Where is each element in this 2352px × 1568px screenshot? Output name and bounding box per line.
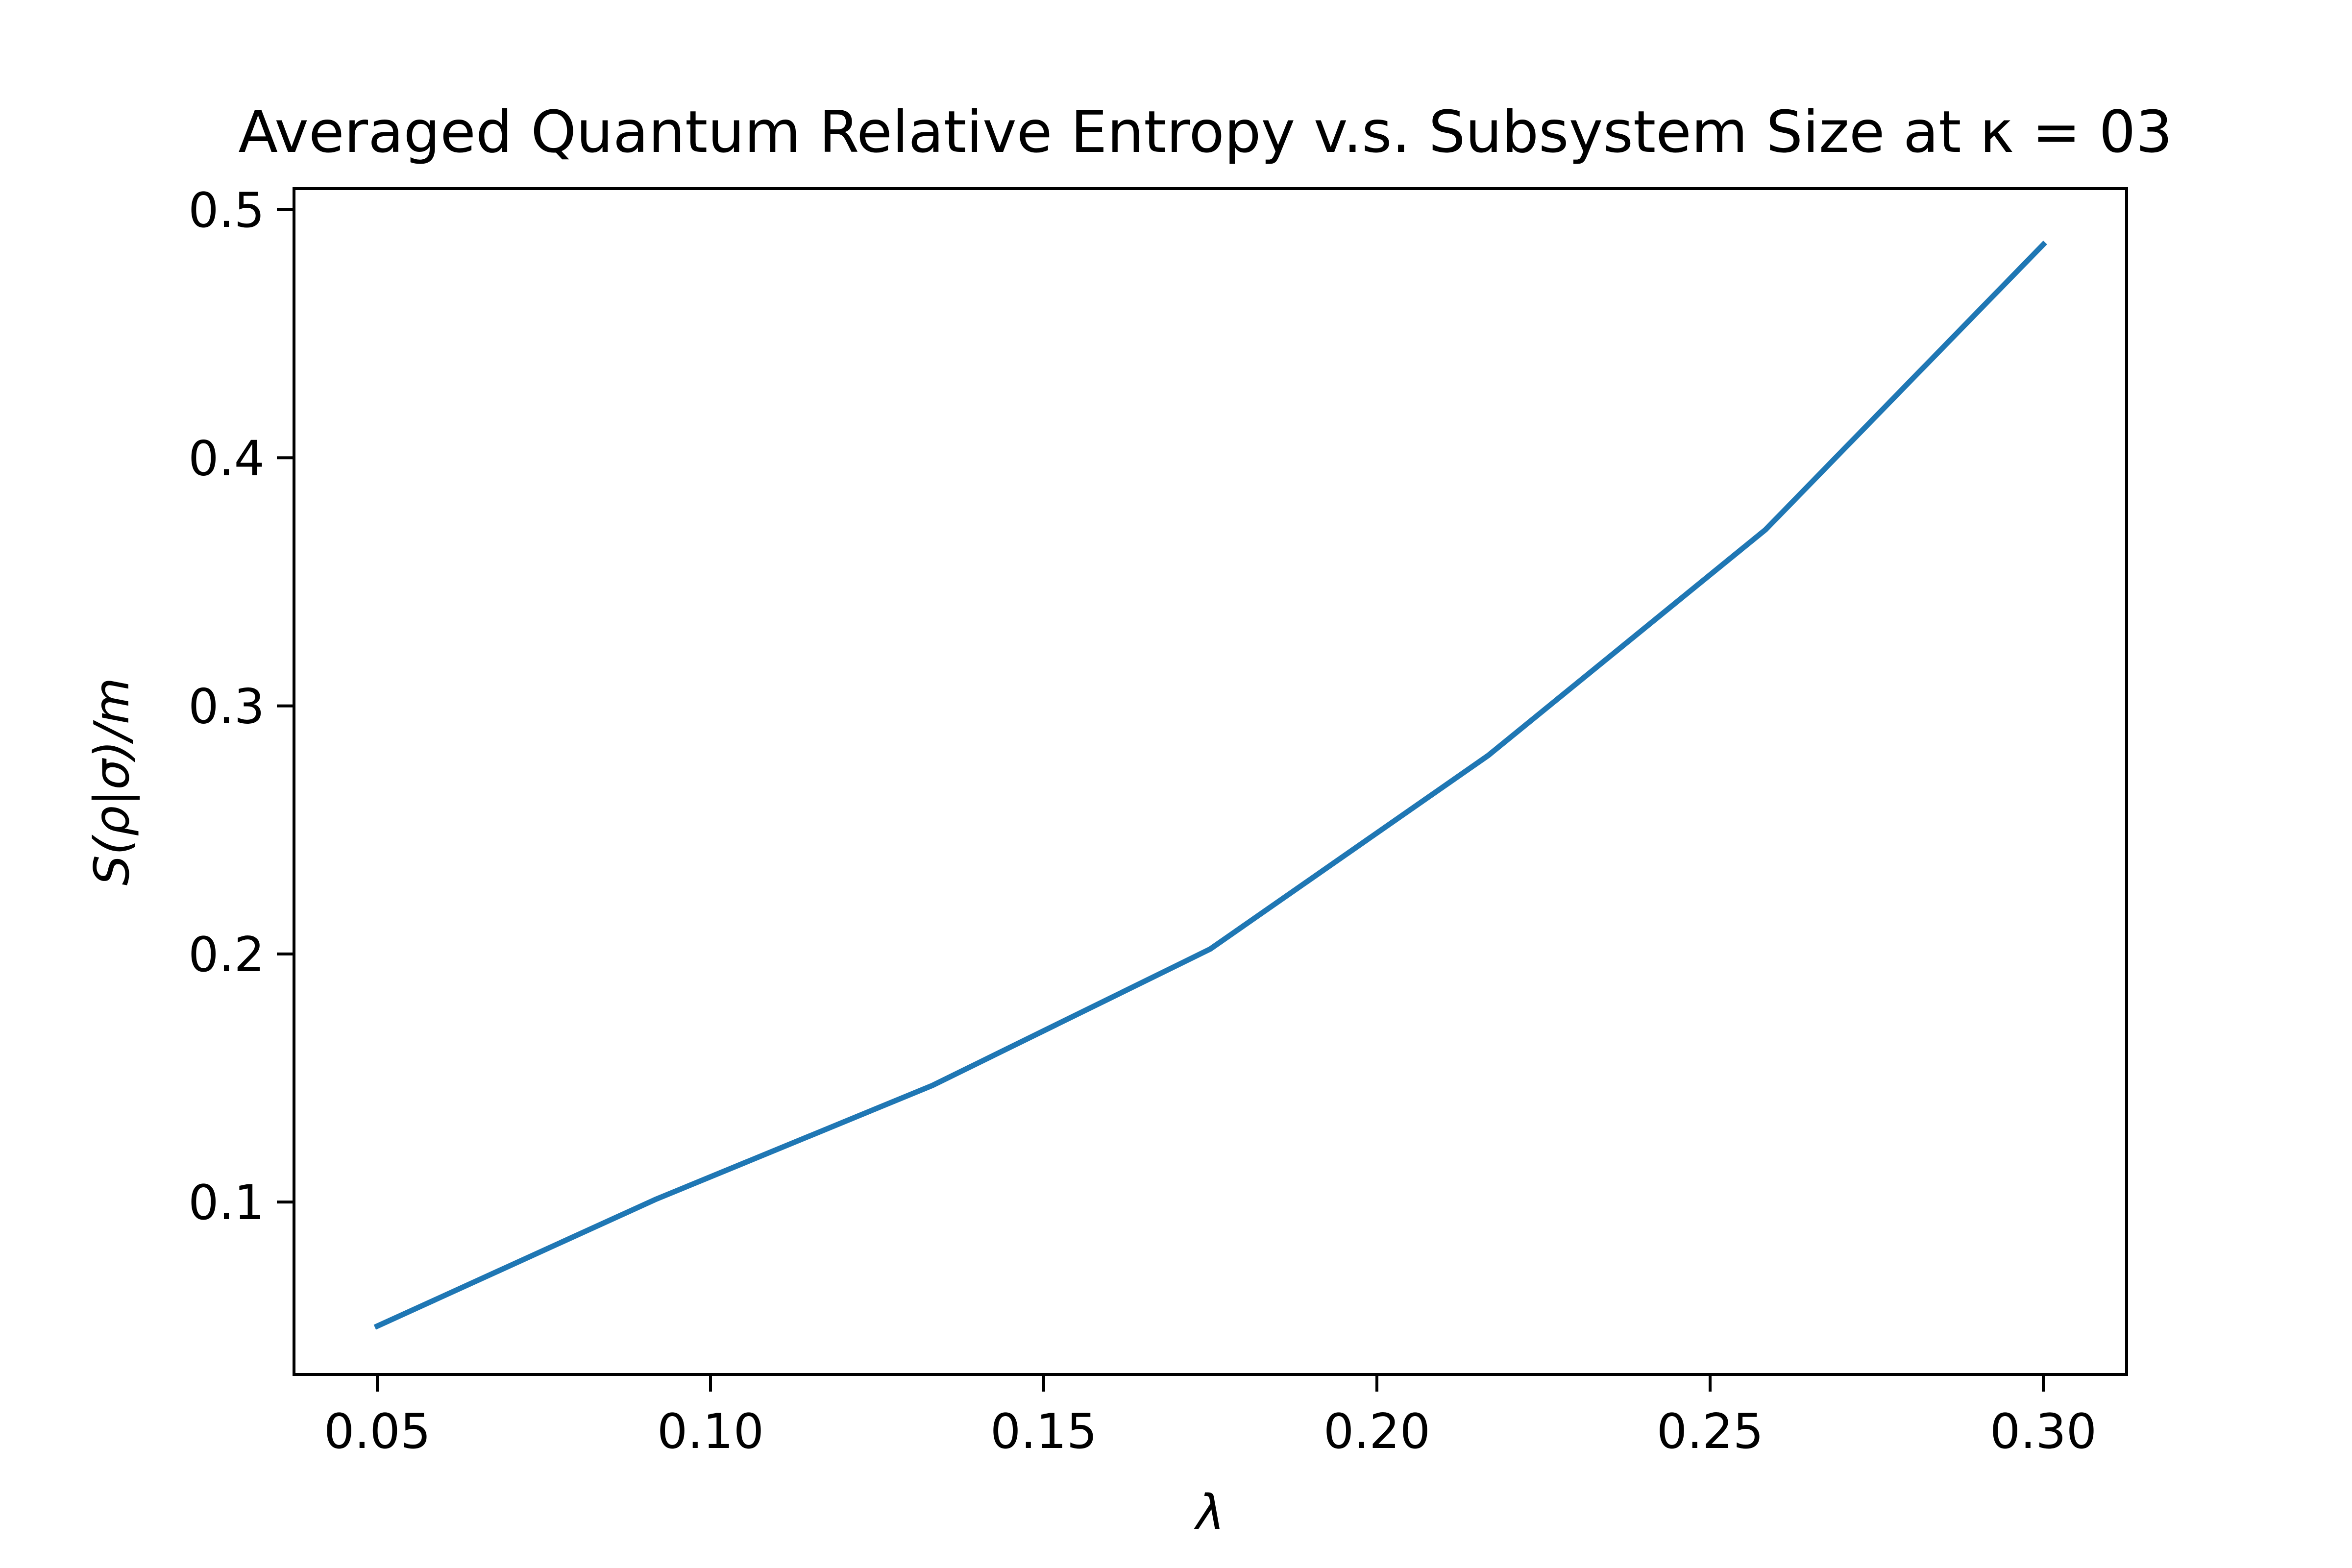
x-tick-label: 0.20	[1323, 1404, 1430, 1460]
y-axis-label: S(ρ|σ)/m	[84, 678, 140, 886]
chart-title: Averaged Quantum Relative Entropy v.s. S…	[238, 98, 2172, 166]
x-tick-label: 0.10	[657, 1404, 764, 1460]
y-tick-label: 0.2	[188, 927, 265, 983]
y-axis: 0.1 0.2 0.3 0.4 0.5	[188, 183, 294, 1231]
series-layer	[373, 241, 2047, 1330]
x-tick-label: 0.15	[990, 1404, 1097, 1460]
x-tick-label: 0.30	[1990, 1404, 2097, 1460]
plot-area	[293, 187, 2128, 1376]
y-tick-label: 0.3	[188, 679, 265, 735]
y-tick-label: 0.5	[188, 183, 265, 239]
x-axis-label: λ	[1194, 1485, 1225, 1541]
series-line-1	[373, 241, 2047, 1330]
y-tick-label: 0.4	[188, 431, 265, 487]
x-axis: 0.05 0.10 0.15 0.20 0.25 0.30	[324, 1374, 2097, 1460]
x-tick-label: 0.25	[1657, 1404, 1764, 1460]
plot-frame	[293, 187, 2128, 1376]
x-tick-label: 0.05	[324, 1404, 431, 1460]
y-tick-label: 0.1	[188, 1175, 265, 1231]
